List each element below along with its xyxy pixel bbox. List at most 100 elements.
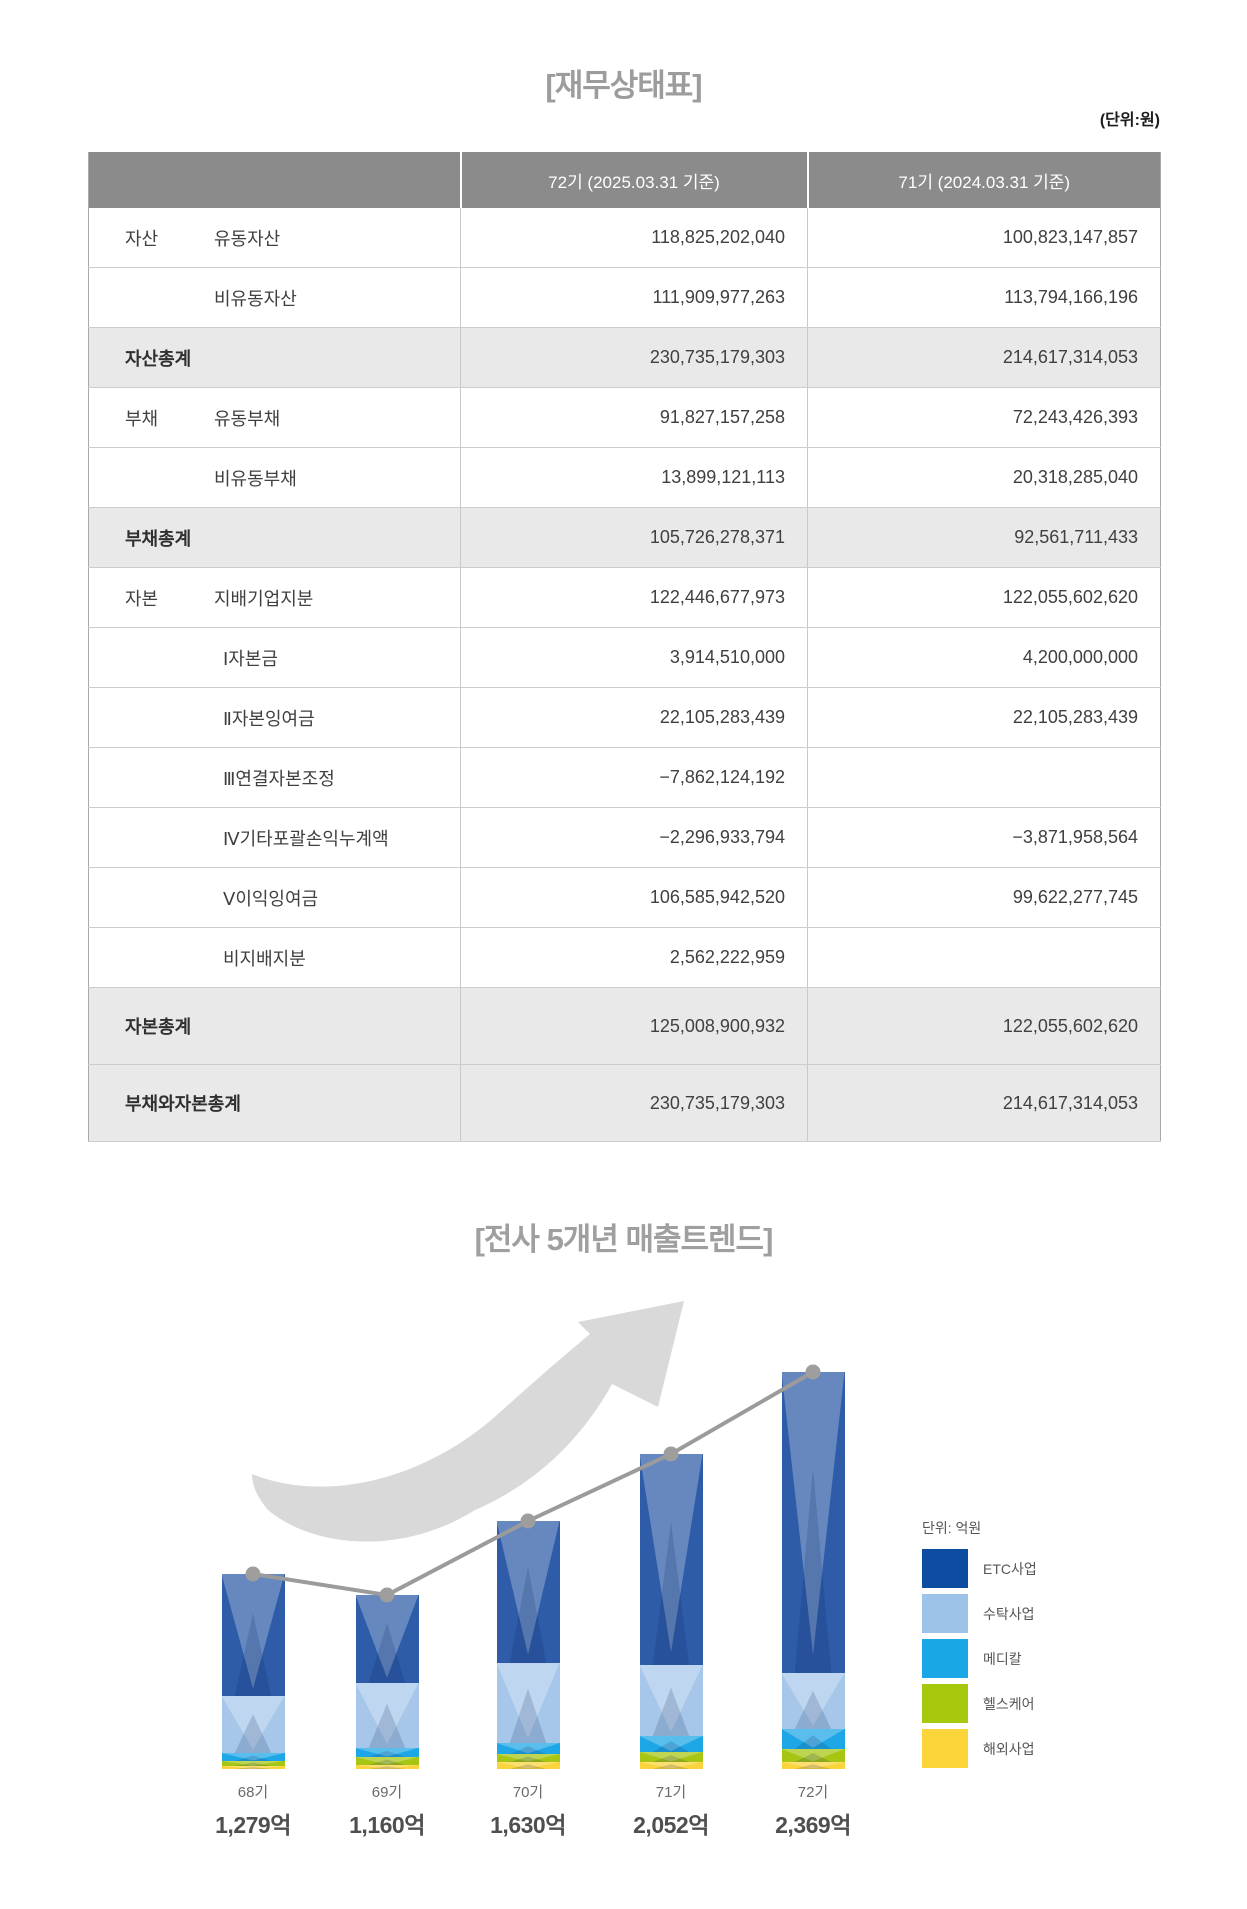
bar-segment bbox=[355, 1757, 419, 1765]
row-label-cell: 자본 지배기업지분 bbox=[88, 567, 461, 628]
row-label-cell: 비지배지분 bbox=[88, 927, 461, 988]
stacked-bar bbox=[496, 1521, 560, 1769]
unit-note: (단위:원) bbox=[1099, 112, 1160, 129]
row-value-cell: 91,827,157,258 bbox=[460, 387, 808, 448]
row-category: 자본 bbox=[125, 588, 159, 609]
row-value-cell: −7,862,124,192 bbox=[460, 747, 808, 808]
bar-segment bbox=[355, 1595, 419, 1683]
row-value-cell: 111,909,977,263 bbox=[460, 267, 808, 328]
table-row: Ⅳ기타포괄손익누계액 −2,296,933,794 −3,871,958,564 bbox=[88, 807, 1161, 868]
row-value-cell: 22,105,283,439 bbox=[807, 687, 1161, 748]
row-value-cell: 214,617,314,053 bbox=[807, 327, 1161, 388]
total-amount-label: 1,630억 bbox=[490, 1812, 566, 1838]
row-value-cell: 106,585,942,520 bbox=[460, 867, 808, 928]
table-row: 자산 유동자산 118,825,202,040 100,823,147,857 bbox=[88, 208, 1161, 268]
row-item-label: 유동부채 bbox=[214, 408, 281, 429]
table-row: 비유동부채 13,899,121,113 20,318,285,040 bbox=[88, 447, 1161, 508]
row-label-cell: 자산 유동자산 bbox=[88, 208, 461, 268]
bar-segment bbox=[355, 1765, 419, 1769]
bar-segment bbox=[781, 1729, 845, 1749]
row-label-cell: Ⅱ자본잉여금 bbox=[88, 687, 461, 748]
legend-item: ETC사업 bbox=[922, 1549, 1247, 1588]
bar-axis-label: 70기 1,630억 bbox=[458, 1781, 598, 1840]
legend-label: ETC사업 bbox=[983, 1560, 1037, 1577]
legend-item: 수탁사업 bbox=[922, 1594, 1247, 1633]
bar-segment bbox=[639, 1736, 703, 1752]
bar-segment bbox=[496, 1754, 560, 1762]
row-value-cell: 99,622,277,745 bbox=[807, 867, 1161, 928]
legend-item: 해외사업 bbox=[922, 1729, 1247, 1768]
row-value-cell: 4,200,000,000 bbox=[807, 627, 1161, 688]
row-value-cell: 230,735,179,303 bbox=[460, 1064, 808, 1142]
stacked-bar bbox=[781, 1372, 845, 1769]
bar-segment bbox=[496, 1521, 560, 1663]
row-label-cell: 부채총계 bbox=[88, 507, 461, 568]
row-label-cell: Ⅳ기타포괄손익누계액 bbox=[88, 807, 461, 868]
row-value-cell: 125,008,900,932 bbox=[460, 987, 808, 1065]
legend-label: 메디칼 bbox=[983, 1650, 1022, 1667]
sales-trend-title: [전사 5개년 매출트렌드] bbox=[474, 1222, 774, 1257]
table-row: 부채와자본총계 230,735,179,303 214,617,314,053 bbox=[88, 1064, 1161, 1142]
bar-segment bbox=[781, 1749, 845, 1762]
row-value-cell: 105,726,278,371 bbox=[460, 507, 808, 568]
total-amount-label: 1,160억 bbox=[349, 1812, 425, 1838]
row-value-cell: −3,871,958,564 bbox=[807, 807, 1161, 868]
trend-dot bbox=[245, 1566, 261, 1582]
bar-segment bbox=[781, 1762, 845, 1769]
legend-swatch bbox=[922, 1594, 968, 1633]
header-blank-cell bbox=[88, 152, 461, 208]
legend-swatch bbox=[922, 1684, 968, 1723]
row-item-label: Ⅳ기타포괄손익누계액 bbox=[223, 828, 389, 849]
row-value-cell: 92,561,711,433 bbox=[807, 507, 1161, 568]
total-row-label: 자본총계 bbox=[125, 1017, 192, 1037]
row-category: 자산 bbox=[125, 228, 159, 249]
bar-segment bbox=[355, 1683, 419, 1748]
total-amount-label: 2,052억 bbox=[633, 1812, 709, 1838]
legend-item: 메디칼 bbox=[922, 1639, 1247, 1678]
total-row-label: 부채와자본총계 bbox=[125, 1094, 241, 1114]
legend-item: 헬스케어 bbox=[922, 1684, 1247, 1723]
bar-segment bbox=[496, 1762, 560, 1769]
legend-swatch bbox=[922, 1729, 968, 1768]
bar-segment bbox=[639, 1752, 703, 1762]
table-row: Ⅲ연결자본조정 −7,862,124,192 bbox=[88, 747, 1161, 808]
period-label: 69기 bbox=[371, 1784, 403, 1801]
row-item-label: Ⅰ자본금 bbox=[223, 648, 278, 669]
row-label-cell: 자본총계 bbox=[88, 987, 461, 1065]
row-value-cell: 2,562,222,959 bbox=[460, 927, 808, 988]
row-label-cell: Ⅰ자본금 bbox=[88, 627, 461, 688]
row-value-cell: −2,296,933,794 bbox=[460, 807, 808, 868]
period-label: 71기 bbox=[655, 1784, 687, 1801]
table-row: 자본총계 125,008,900,932 122,055,602,620 bbox=[88, 987, 1161, 1065]
row-value-cell: 214,617,314,053 bbox=[807, 1064, 1161, 1142]
row-value-cell: 13,899,121,113 bbox=[460, 447, 808, 508]
balance-sheet-table: 72기 (2025.03.31 기준) 71기 (2024.03.31 기준) … bbox=[88, 152, 1161, 1142]
legend-unit-label: 단위: 억원 bbox=[922, 1520, 982, 1536]
trend-dot bbox=[379, 1587, 395, 1603]
legend-label: 수탁사업 bbox=[983, 1605, 1035, 1622]
bar-segment bbox=[355, 1748, 419, 1757]
total-amount-label: 2,369억 bbox=[775, 1812, 851, 1838]
bar-axis-label: 68기 1,279억 bbox=[183, 1781, 323, 1840]
row-value-cell: 118,825,202,040 bbox=[460, 208, 808, 268]
header-period-71: 71기 (2024.03.31 기준) bbox=[806, 152, 1161, 208]
row-label-cell: Ⅴ이익잉여금 bbox=[88, 867, 461, 928]
row-item-label: 비유동자산 bbox=[214, 288, 297, 309]
table-header-row: 72기 (2025.03.31 기준) 71기 (2024.03.31 기준) bbox=[88, 152, 1161, 208]
bar-axis-label: 72기 2,369억 bbox=[743, 1781, 883, 1840]
bar-axis-label: 69기 1,160억 bbox=[317, 1781, 457, 1840]
row-label-cell: 비유동부채 bbox=[88, 447, 461, 508]
bar-segment bbox=[639, 1454, 703, 1665]
row-value-cell bbox=[807, 747, 1161, 808]
row-value-cell: 122,055,602,620 bbox=[807, 987, 1161, 1065]
period-label: 72기 bbox=[797, 1784, 829, 1801]
legend-label: 해외사업 bbox=[983, 1740, 1035, 1757]
bar-segment bbox=[781, 1372, 845, 1673]
row-label-cell: Ⅲ연결자본조정 bbox=[88, 747, 461, 808]
row-item-label: Ⅲ연결자본조정 bbox=[223, 768, 335, 789]
table-row: Ⅰ자본금 3,914,510,000 4,200,000,000 bbox=[88, 627, 1161, 688]
balance-sheet-title: [재무상태표] bbox=[545, 68, 702, 103]
table-row: Ⅱ자본잉여금 22,105,283,439 22,105,283,439 bbox=[88, 687, 1161, 748]
